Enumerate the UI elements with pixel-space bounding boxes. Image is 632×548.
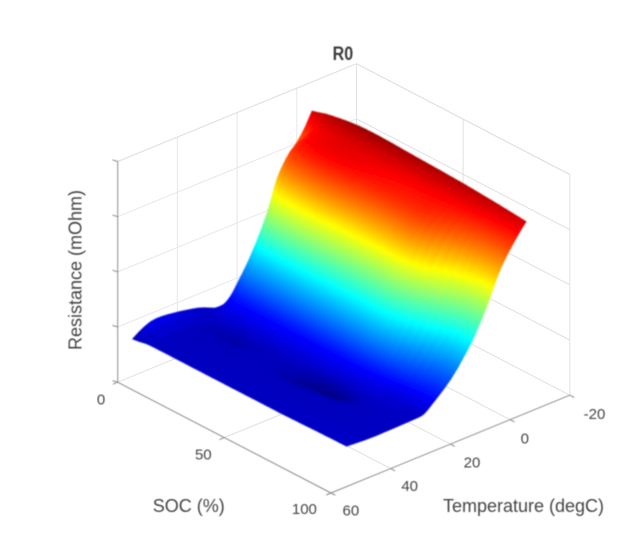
svg-text:60: 60 — [343, 502, 360, 519]
svg-text:40: 40 — [401, 478, 418, 495]
svg-text:0: 0 — [521, 430, 529, 447]
svg-text:R0: R0 — [333, 44, 354, 65]
svg-text:Resistance (mOhm): Resistance (mOhm) — [66, 190, 86, 350]
svg-text:100: 100 — [292, 501, 317, 518]
svg-text:0: 0 — [97, 391, 105, 408]
svg-text:SOC (%): SOC (%) — [153, 496, 225, 516]
svg-text:Temperature (degC): Temperature (degC) — [443, 496, 604, 516]
svg-text:-20: -20 — [584, 406, 606, 423]
svg-text:20: 20 — [464, 455, 481, 472]
svg-text:50: 50 — [195, 447, 212, 464]
